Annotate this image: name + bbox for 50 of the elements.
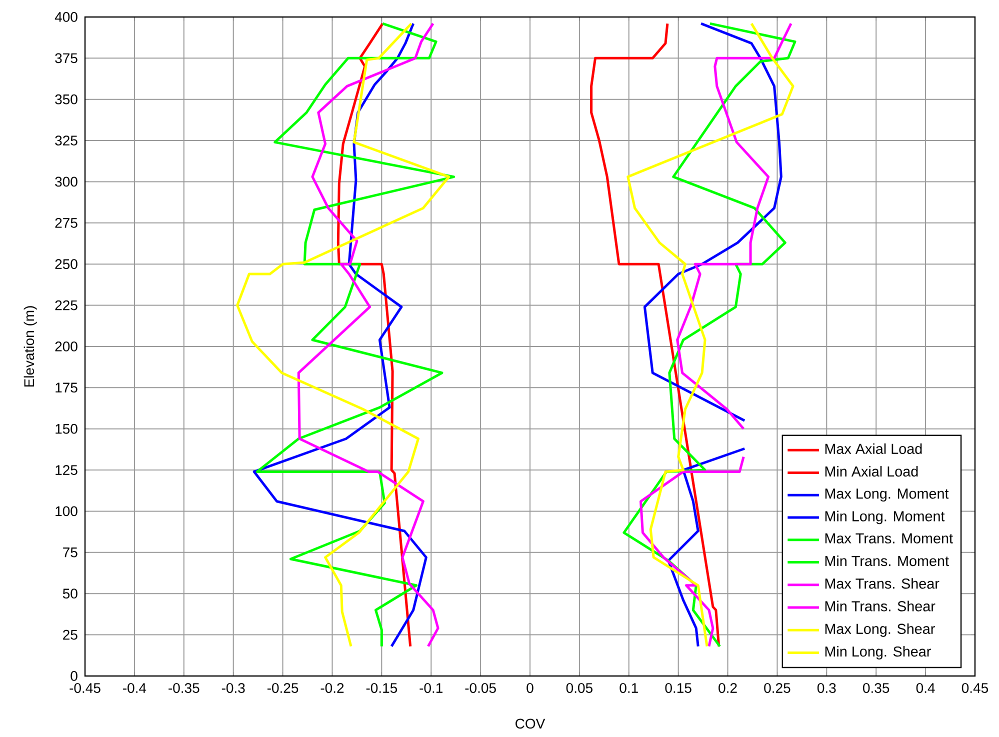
line-series [590,22,720,648]
y-tick-label: 400 [54,12,78,22]
x-tick-label: 0.45 [962,683,988,693]
y-tick-label: 375 [55,53,78,64]
legend-label: Min Long. Shear [825,646,931,660]
x-tick-label: -0.45 [70,683,100,693]
y-tick-label: 75 [63,548,78,558]
legend-label: Max Trans. Moment [825,533,953,544]
y-tick-label: 225 [55,300,78,310]
line-series [297,22,440,648]
x-tick-label: 0.2 [718,683,737,693]
x-tick-label: -0.3 [222,683,245,693]
x-tick-label: -0.1 [420,683,442,693]
x-tick-label: -0.25 [267,683,298,693]
legend-label: Max Long. Moment [825,488,949,502]
x-tick-label: 0.1 [620,683,638,693]
x-tick-label: 0.35 [863,683,890,693]
legend-label: Max Axial Load [825,443,922,454]
y-tick-label: 100 [56,506,78,516]
x-tick-label: -0.05 [465,683,496,693]
y-tick-label: 350 [55,94,78,104]
legend-label: Min Trans. Moment [825,556,949,566]
y-tick-label: 325 [55,136,78,146]
y-tick-label: 0 [70,671,78,681]
x-tick-label: -0.2 [320,683,344,693]
y-tick-label: 250 [55,259,78,270]
legend-label: Min Axial Load [825,466,918,477]
legend-label: Max Long. Shear [825,623,935,637]
y-tick-label: 200 [55,342,78,352]
y-tick-label: 25 [63,630,78,640]
y-tick-label: 50 [62,588,78,599]
x-tick-label: 0.4 [916,683,935,693]
y-tick-label: 125 [56,465,78,475]
legend-label: Max Trans. Shear [825,578,940,589]
x-tick-label: -0.15 [366,683,398,693]
y-tick-label: 150 [56,424,78,434]
legend-label: Min Trans. Shear [825,600,936,612]
y-tick-label: 175 [56,382,78,393]
x-tick-label: 0.05 [566,683,592,693]
y-axis-title: Elevation (m) [24,306,37,387]
x-axis-title: COV [516,718,546,729]
legend-label: Min Long. Moment [825,510,945,524]
x-tick-label: 0.25 [764,683,790,693]
x-tick-label: 0.15 [665,683,692,693]
y-tick-label: 275 [55,218,78,228]
x-tick-label: 0.3 [817,683,836,693]
x-tick-label: -0.4 [123,683,146,693]
x-tick-label: -0.35 [168,683,200,693]
y-tick-label: 300 [55,176,78,187]
x-tick-label: 0 [526,683,534,693]
